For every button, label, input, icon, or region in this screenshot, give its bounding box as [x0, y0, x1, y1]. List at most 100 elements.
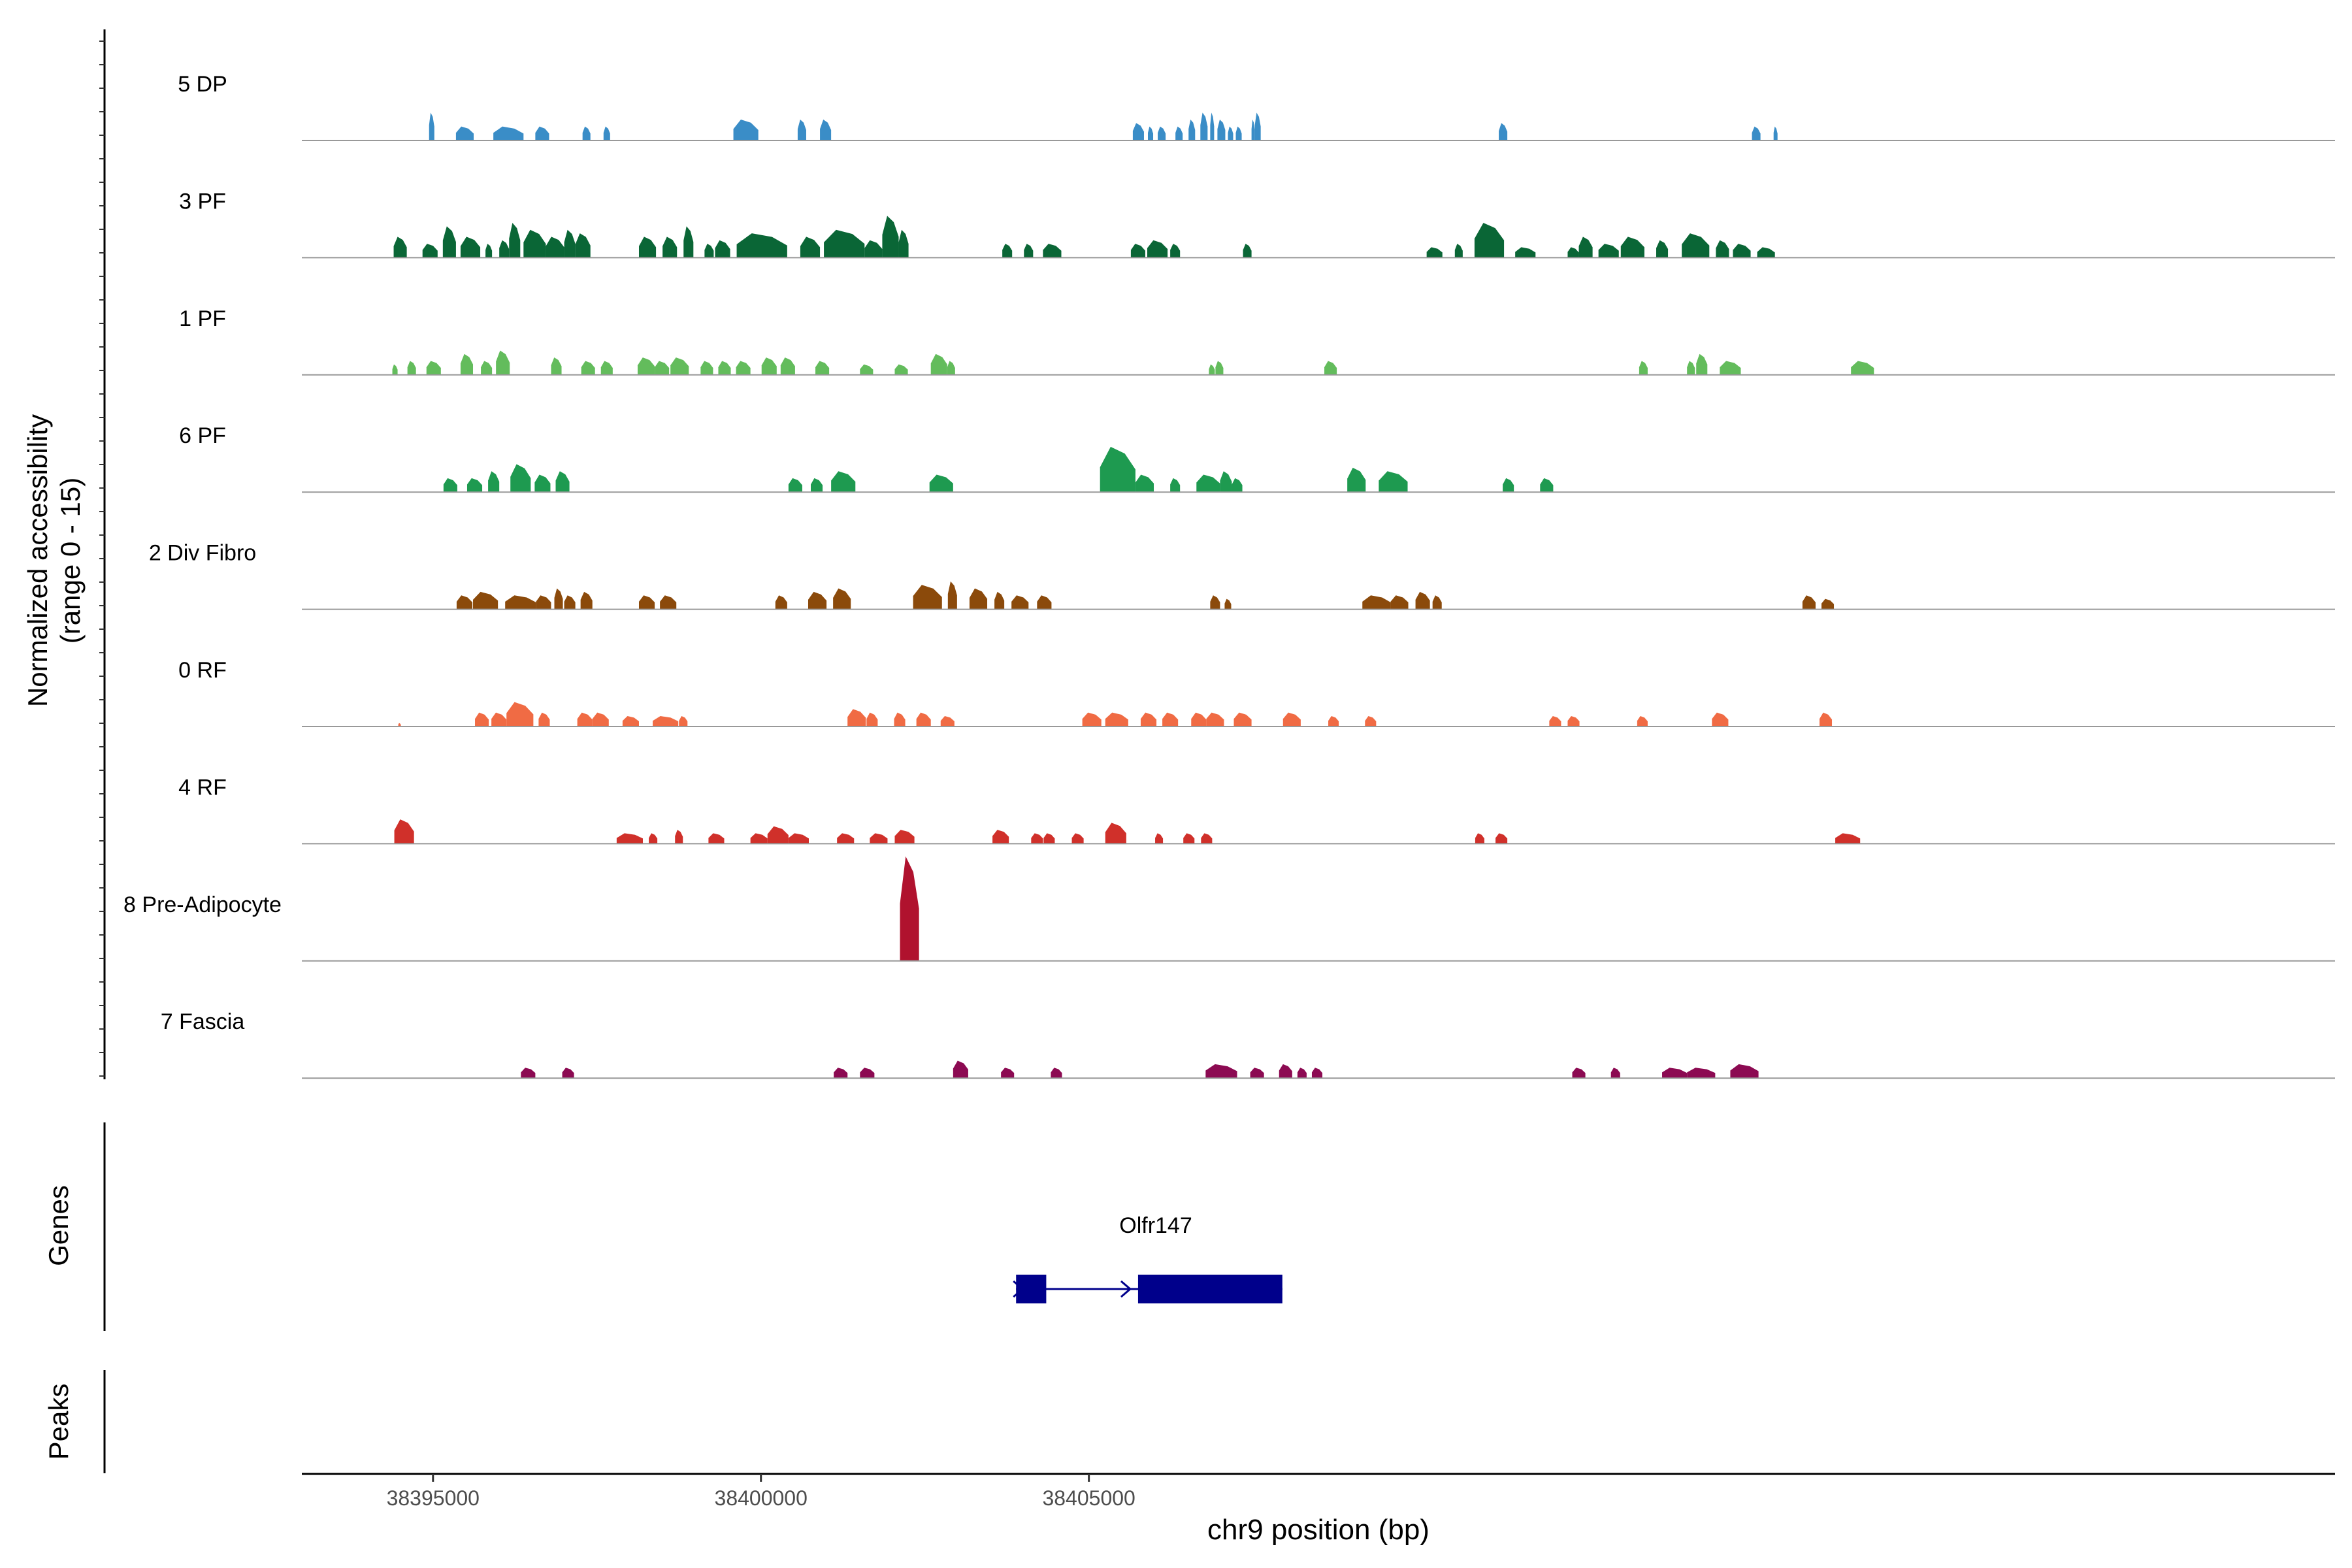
y-axis-range: (range 0 - 15) [55, 478, 86, 644]
coverage-peak [1835, 833, 1861, 844]
coverage-peak [894, 712, 906, 727]
coverage-peak [1637, 716, 1648, 727]
x-tick-label: 38405000 [1042, 1486, 1135, 1510]
coverage-peak [1610, 1068, 1620, 1079]
gene-exon [1137, 1275, 1282, 1303]
coverage-peak [894, 364, 908, 375]
coverage-peak [1191, 712, 1207, 727]
coverage-peak [1082, 712, 1102, 727]
coverage-peak [898, 229, 909, 258]
coverage-peak [1365, 716, 1377, 727]
coverage-peak [860, 364, 874, 375]
coverage-peak [655, 361, 670, 375]
coverage-peak [833, 588, 851, 610]
coverage-peak [736, 233, 787, 258]
coverage-peak [1155, 833, 1164, 844]
coverage-peak [1228, 126, 1233, 140]
coverage-peak [1135, 474, 1154, 493]
coverage-peak [592, 712, 609, 727]
track-1-pf: 1 PF [179, 306, 2335, 376]
coverage-peak [616, 833, 644, 844]
coverage-peak [466, 478, 483, 493]
track-2-div-fibro: 2 Div Fibro [149, 541, 2335, 610]
coverage-peak [864, 240, 883, 258]
coverage-peak [1232, 478, 1243, 493]
coverage-peak [815, 361, 830, 375]
coverage-peak [1071, 833, 1084, 844]
coverage-peak [700, 361, 713, 375]
coverage-peak [521, 1068, 536, 1079]
coverage-peak [660, 595, 677, 610]
coverage-peak [1205, 1064, 1237, 1079]
coverage-peak [1024, 244, 1034, 258]
coverage-peak [485, 244, 493, 258]
coverage-peak [442, 226, 456, 258]
coverage-peak [1716, 240, 1729, 258]
coverage-peak [1454, 244, 1463, 258]
coverage-peak [1324, 361, 1337, 375]
coverage-peak [1297, 1068, 1307, 1079]
coverage-peak [1720, 361, 1741, 375]
coverage-peak [1328, 716, 1339, 727]
coverage-peak [551, 357, 562, 375]
coverage-peak [1210, 595, 1220, 610]
coverage-peak [1051, 1068, 1062, 1079]
coverage-peak [900, 856, 919, 961]
track-label: 4 RF [178, 775, 227, 800]
coverage-peak [1162, 712, 1179, 727]
coverage-peak [653, 716, 679, 727]
coverage-peak [797, 120, 806, 140]
coverage-peak [675, 830, 683, 844]
coverage-peak [811, 478, 823, 493]
coverage-peak [708, 833, 725, 844]
x-axis-ticks: 38395000 38400000 38405000 [387, 1474, 1135, 1510]
coverage-peak [761, 357, 777, 375]
coverage-peak [582, 126, 591, 140]
coverage-peak [499, 240, 510, 258]
peaks-panel-label: Peaks [43, 1384, 74, 1460]
coverage-peak [575, 233, 591, 258]
coverage-peak [1037, 595, 1052, 610]
coverage-peak [860, 1068, 875, 1079]
coverage-peak [1426, 247, 1443, 258]
gene-olfr147: Olfr147 [1013, 1213, 1282, 1303]
coverage-peak [929, 474, 953, 493]
coverage-peak [429, 112, 434, 140]
coverage-peak [1215, 361, 1224, 375]
coverage-peak [820, 120, 832, 140]
coverage-peak [581, 361, 595, 375]
coverage-peak [1390, 595, 1409, 610]
coverage-peak [1572, 1068, 1586, 1079]
coverage-peak [460, 353, 474, 375]
coverage-y-ticks [99, 41, 105, 1077]
coverage-peak [1147, 240, 1168, 258]
track-0-rf: 0 RF [178, 658, 2335, 727]
coverage-peak [1549, 716, 1561, 727]
track-8-pre-adipocyte: 8 Pre-Adipocyte [123, 856, 2335, 962]
coverage-peak [704, 244, 714, 258]
coverage-peak [546, 237, 564, 258]
track-4-rf: 4 RF [178, 775, 2335, 845]
coverage-peak [837, 833, 855, 844]
coverage-peak [1347, 467, 1366, 493]
coverage-peak [1043, 833, 1055, 844]
coverage-peak [1209, 364, 1215, 375]
coverage-peak [398, 723, 401, 727]
coverage-peak [394, 819, 414, 844]
coverage-peak [1105, 823, 1126, 844]
coverage-peak [1802, 595, 1816, 610]
coverage-peak [1254, 112, 1261, 140]
coverage-peak [506, 702, 534, 727]
coverage-peak [750, 833, 768, 844]
coverage-peak [510, 464, 531, 493]
coverage-peak [580, 591, 593, 610]
coverage-peak [800, 237, 821, 258]
coverage-peak [1475, 833, 1484, 844]
coverage-peak [460, 237, 481, 258]
coverage-peak [1567, 247, 1579, 258]
coverage-peak [1224, 598, 1232, 610]
coverage-peak [555, 471, 570, 493]
coverage-peak [1819, 712, 1833, 727]
coverage-peak [913, 585, 942, 610]
coverage-tracks: 5 DP 3 PF 1 PF 6 PF 2 Div Fibro 0 RF 4 RF 8 Pre… [123, 72, 2335, 1079]
